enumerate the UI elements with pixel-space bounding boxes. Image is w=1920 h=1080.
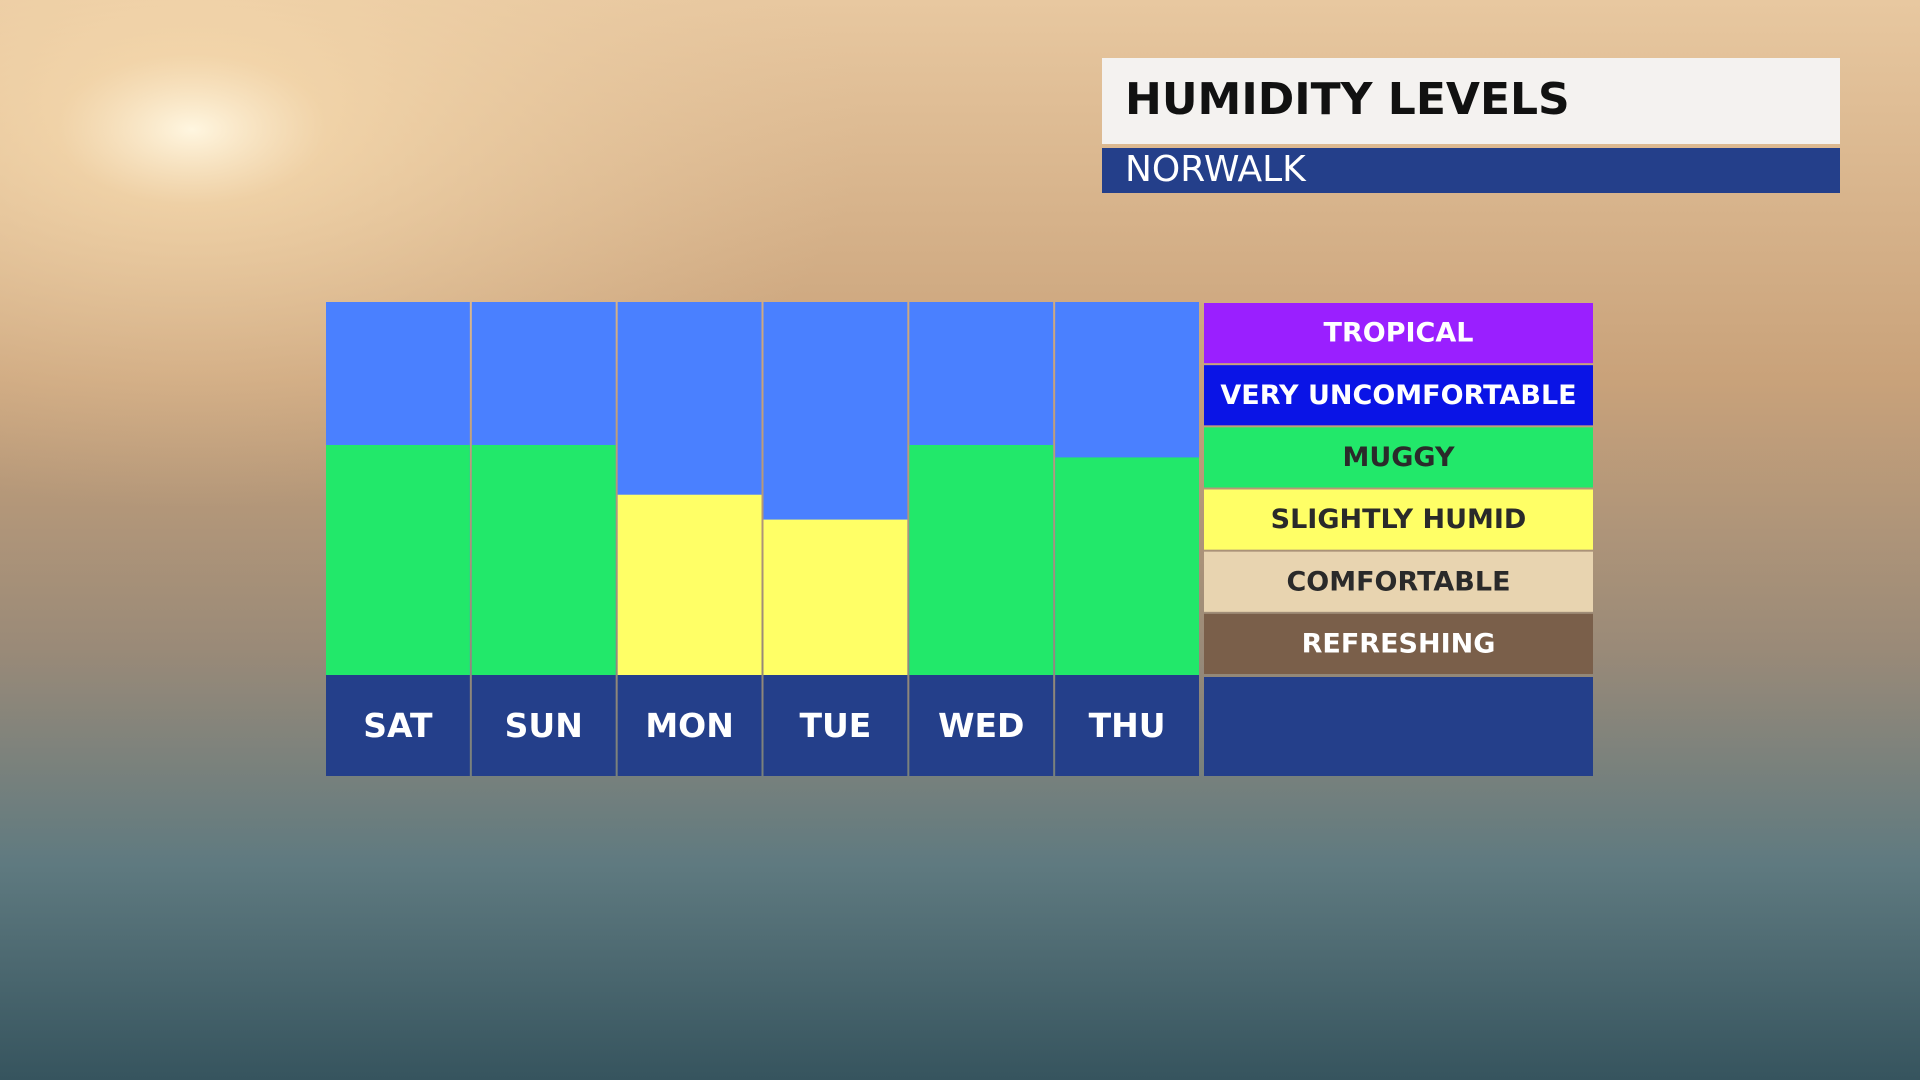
legend-swatch [1204, 489, 1593, 550]
legend-label: TROPICAL [1324, 318, 1474, 349]
legend-swatch [1204, 365, 1593, 426]
legend-swatch [1204, 551, 1593, 612]
x-tick-label: MON [645, 706, 734, 745]
bar [763, 519, 908, 675]
category-cell [471, 675, 616, 776]
legend-label: REFRESHING [1302, 628, 1496, 659]
legend-label: COMFORTABLE [1286, 566, 1510, 597]
chart-title: HUMIDITY LEVELS [1125, 74, 1570, 125]
legend-label: VERY UNCOMFORTABLE [1220, 380, 1576, 411]
legend-label: SLIGHTLY HUMID [1271, 504, 1527, 535]
x-tick-label: SAT [363, 706, 433, 745]
category-cell [326, 675, 470, 776]
legend-footer [1204, 677, 1593, 776]
bar [909, 444, 1054, 675]
x-tick-label: THU [1089, 706, 1166, 745]
category-cell [763, 675, 908, 776]
legend-label: MUGGY [1342, 442, 1455, 473]
legend-swatch [1204, 427, 1593, 488]
legend-swatch [1204, 613, 1593, 674]
x-tick-label: SUN [505, 706, 583, 745]
bar [1055, 457, 1199, 675]
category-cell [909, 675, 1054, 776]
title-box [1102, 58, 1840, 144]
x-tick-label: WED [938, 706, 1024, 745]
subtitle-box [1102, 148, 1840, 193]
category-cell [1055, 675, 1199, 776]
bar [617, 494, 762, 675]
x-tick-label: TUE [799, 706, 871, 745]
bar [326, 444, 470, 675]
category-cell [617, 675, 762, 776]
legend-swatch [1204, 303, 1593, 364]
bar [471, 444, 616, 675]
chart-subtitle: NORWALK [1125, 149, 1307, 190]
